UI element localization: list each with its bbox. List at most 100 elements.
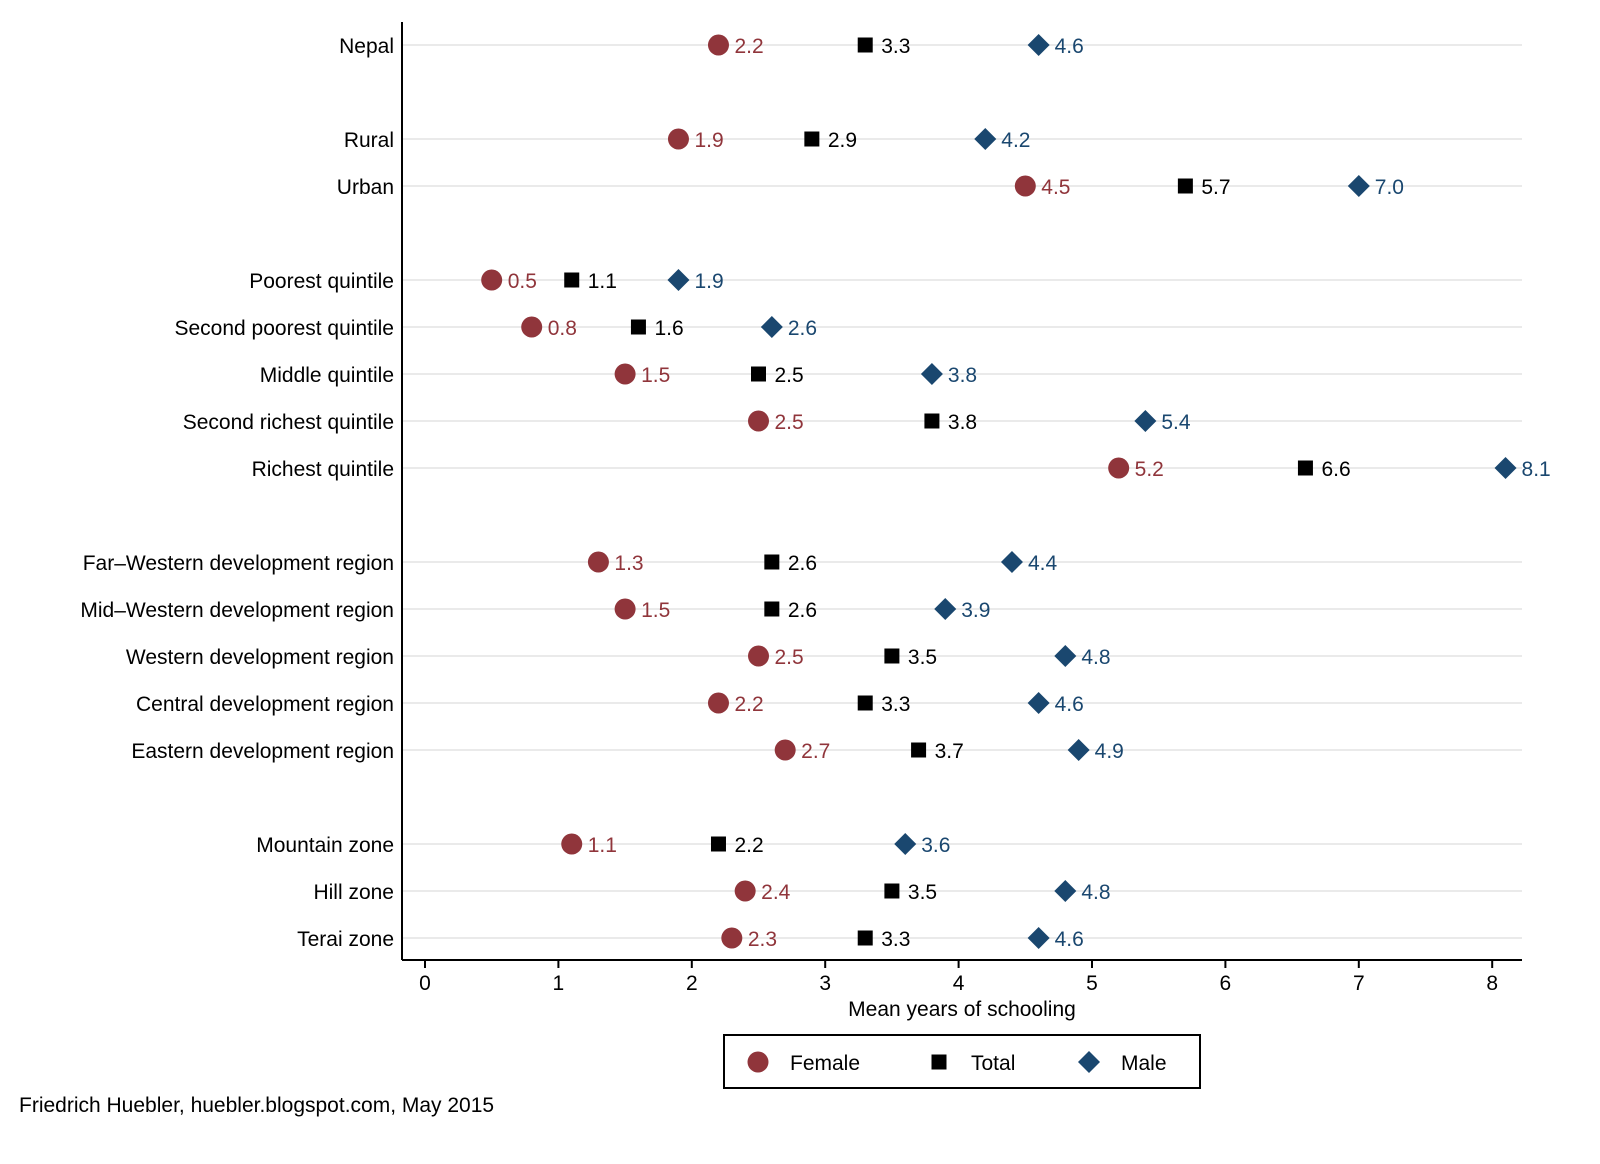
female-marker	[707, 34, 729, 56]
total-data-label: 2.6	[788, 552, 817, 575]
male-data-label: 3.9	[961, 599, 990, 622]
male-data-label: 3.8	[948, 364, 977, 387]
female-marker	[1014, 175, 1036, 197]
x-tick-label: 3	[819, 972, 831, 995]
male-marker	[934, 598, 957, 620]
total-marker	[804, 131, 820, 147]
female-marker	[614, 598, 636, 620]
female-marker	[748, 410, 769, 432]
total-marker	[924, 413, 940, 429]
female-marker	[721, 927, 743, 949]
category-label: Poorest quintile	[249, 270, 394, 293]
male-marker	[1347, 175, 1370, 197]
legend-female-marker	[747, 1051, 769, 1073]
female-data-label: 2.4	[761, 881, 791, 904]
male-data-label: 3.6	[921, 834, 950, 857]
total-data-label: 3.8	[948, 411, 977, 434]
female-data-label: 0.8	[548, 317, 577, 340]
male-marker	[1027, 34, 1050, 56]
male-data-label: 7.0	[1375, 176, 1404, 199]
male-marker	[1054, 880, 1077, 902]
total-data-label: 3.3	[881, 35, 910, 58]
male-marker	[1134, 410, 1157, 432]
category-label: Second richest quintile	[183, 411, 394, 434]
category-label: Western development region	[126, 646, 394, 669]
total-data-label: 2.5	[775, 364, 804, 387]
female-data-label: 4.5	[1041, 176, 1070, 199]
category-label: Hill zone	[313, 881, 394, 904]
x-tick-label: 5	[1086, 972, 1098, 995]
total-data-label: 3.7	[935, 740, 964, 763]
male-marker	[894, 833, 917, 855]
male-data-label: 4.6	[1055, 35, 1084, 58]
total-marker	[564, 272, 580, 288]
female-data-label: 2.7	[801, 740, 830, 763]
male-data-label: 4.8	[1081, 881, 1110, 904]
legend-male-label: Male	[1121, 1052, 1167, 1075]
female-data-label: 2.2	[734, 693, 763, 716]
male-marker	[1494, 457, 1517, 479]
male-marker	[667, 269, 690, 291]
male-data-label: 8.1	[1522, 458, 1551, 481]
total-data-label: 6.6	[1321, 458, 1350, 481]
female-marker	[521, 316, 543, 338]
female-marker	[734, 880, 756, 902]
category-label: Central development region	[136, 693, 394, 716]
total-marker	[857, 695, 873, 711]
male-marker	[1027, 927, 1050, 949]
total-data-label: 3.3	[881, 693, 910, 716]
male-data-label: 4.9	[1095, 740, 1124, 763]
x-tick-label: 4	[953, 972, 965, 995]
total-data-label: 2.2	[734, 834, 763, 857]
category-label: Terai zone	[297, 928, 394, 951]
x-tick-label: 2	[686, 972, 698, 995]
x-tick-label: 7	[1353, 972, 1365, 995]
female-marker	[774, 739, 796, 761]
total-marker	[751, 366, 766, 382]
female-marker	[561, 833, 583, 855]
female-data-label: 1.5	[641, 599, 670, 622]
female-marker	[481, 269, 503, 291]
total-marker	[1177, 178, 1193, 194]
female-data-label: 1.5	[641, 364, 670, 387]
category-label: Rural	[344, 129, 394, 152]
female-marker	[667, 128, 689, 150]
legend-total-label: Total	[971, 1052, 1015, 1075]
female-marker	[587, 551, 609, 573]
female-data-label: 2.5	[775, 411, 804, 434]
female-data-label: 1.1	[588, 834, 617, 857]
male-marker	[920, 363, 943, 385]
x-tick-label: 6	[1220, 972, 1232, 995]
legend-female-label: Female	[790, 1052, 860, 1075]
male-marker	[760, 316, 783, 338]
total-marker	[764, 554, 780, 570]
male-data-label: 4.8	[1081, 646, 1110, 669]
male-data-label: 4.6	[1055, 693, 1084, 716]
male-data-label: 1.9	[694, 270, 723, 293]
category-label: Nepal	[339, 35, 394, 58]
x-axis-title: Mean years of schooling	[848, 998, 1076, 1021]
total-marker	[1297, 460, 1313, 476]
category-label: Mountain zone	[256, 834, 394, 857]
category-label: Eastern development region	[131, 740, 394, 763]
female-data-label: 2.2	[734, 35, 763, 58]
male-data-label: 4.2	[1001, 129, 1030, 152]
x-tick-label: 1	[553, 972, 565, 995]
male-data-label: 5.4	[1161, 411, 1191, 434]
male-data-label: 4.4	[1028, 552, 1058, 575]
total-marker	[884, 648, 900, 664]
female-data-label: 5.2	[1135, 458, 1164, 481]
total-data-label: 3.3	[881, 928, 910, 951]
legend-box	[723, 1034, 1201, 1089]
female-marker	[748, 645, 769, 667]
total-marker	[911, 742, 927, 758]
category-label: Far–Western development region	[83, 552, 394, 575]
male-data-label: 4.6	[1055, 928, 1084, 951]
female-marker	[1108, 457, 1130, 479]
category-label: Urban	[337, 176, 394, 199]
male-marker	[974, 128, 997, 150]
category-label: Middle quintile	[260, 364, 394, 387]
male-data-label: 2.6	[788, 317, 817, 340]
category-label: Richest quintile	[252, 458, 394, 481]
